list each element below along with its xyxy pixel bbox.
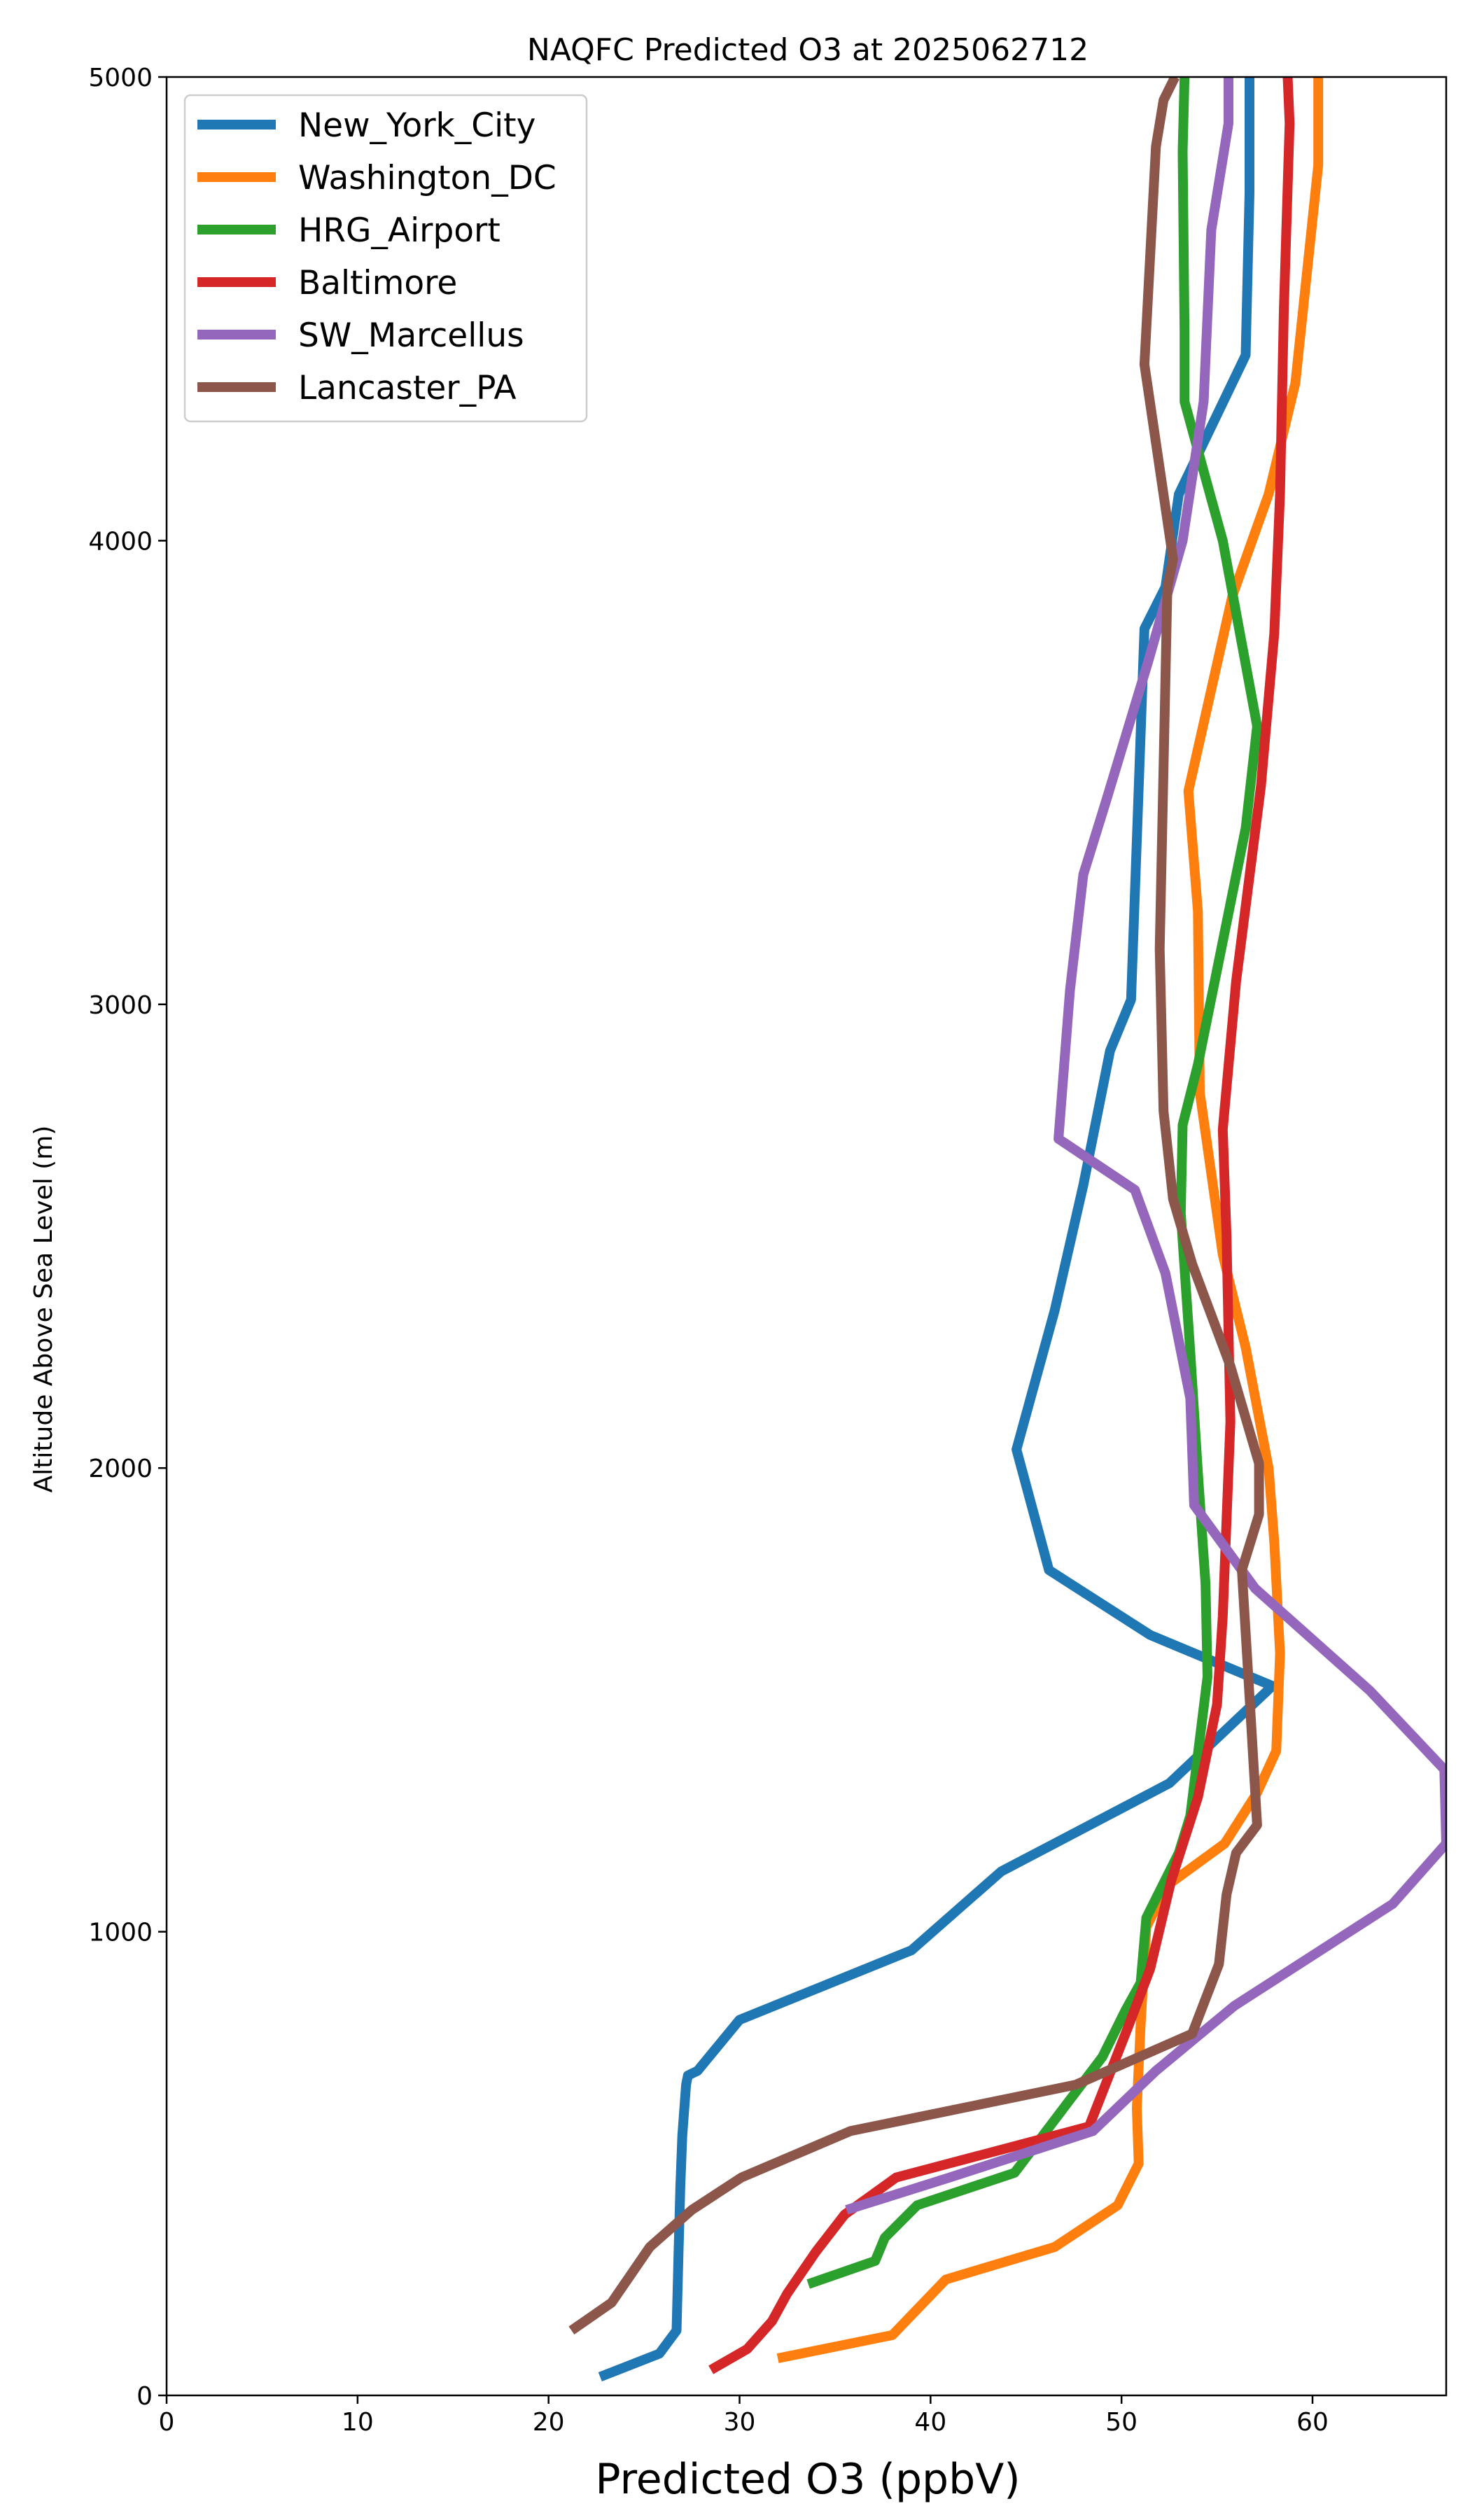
y-tick-label: 2000 — [88, 1455, 153, 1483]
legend-box — [183, 94, 588, 423]
x-tick-label: 30 — [724, 2408, 756, 2437]
legend-items: New_York_City Washington_DC HRG_Airport Bal… — [197, 106, 556, 407]
x-tick-label: 60 — [1296, 2408, 1329, 2437]
legend-label: SW_Marcellus — [298, 316, 524, 355]
series-line-hrg-airport — [806, 77, 1262, 2289]
x-tick-label: 40 — [914, 2408, 946, 2437]
legend-label: Washington_DC — [298, 159, 556, 197]
series-layer — [568, 77, 1446, 2382]
series-line-baltimore — [708, 77, 1295, 2374]
series-line-washington-dc — [776, 77, 1324, 2363]
y-tick-label: 1000 — [88, 1919, 153, 1947]
x-axis-label: Predicted O3 (ppbV) — [595, 2455, 1020, 2504]
y-tick-label: 0 — [136, 2382, 153, 2411]
x-tick-label: 50 — [1105, 2408, 1138, 2437]
series-line-lancaster-pa — [568, 77, 1264, 2335]
legend-label: HRG_Airport — [298, 211, 500, 250]
x-tick-label: 10 — [342, 2408, 374, 2437]
series-line-sw-marcellus — [845, 77, 1446, 2215]
ticks-layer: 0 10 20 30 40 50 60 0 1000 2000 3000 4000 5000 — [88, 64, 1329, 2437]
legend-label: Baltimore — [298, 264, 457, 302]
legend-label: Lancaster_PA — [298, 369, 517, 407]
y-tick-label: 4000 — [88, 527, 153, 556]
x-tick-label: 20 — [533, 2408, 565, 2437]
chart-title: NAQFC Predicted O3 at 2025062712 — [527, 32, 1088, 68]
y-tick-label: 5000 — [88, 64, 153, 92]
y-tick-label: 3000 — [88, 991, 153, 1020]
x-tick-label: 0 — [159, 2408, 175, 2437]
legend-label: New_York_City — [298, 106, 536, 145]
y-axis-label: Altitude Above Sea Level (m) — [29, 1126, 58, 1493]
plot-frame — [165, 76, 1448, 2397]
legend: New_York_City Washington_DC HRG_Airport Bal… — [183, 94, 588, 423]
series-line-new-york-city — [598, 77, 1278, 2382]
